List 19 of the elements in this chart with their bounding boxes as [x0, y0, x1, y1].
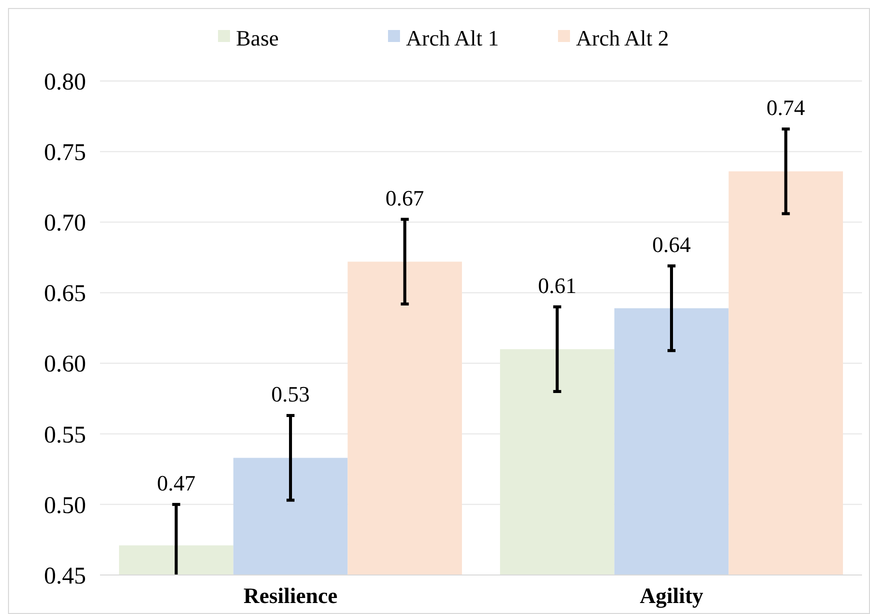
x-tick-label: Agility	[640, 583, 704, 608]
data-label: 0.53	[271, 382, 310, 407]
legend-label: Arch Alt 2	[576, 26, 669, 51]
data-label: 0.64	[652, 232, 691, 257]
y-tick-label: 0.65	[44, 281, 86, 308]
y-tick-label: 0.70	[44, 210, 86, 237]
y-tick-label: 0.80	[44, 69, 86, 96]
legend-label: Base	[236, 26, 279, 51]
data-label: 0.74	[766, 94, 806, 120]
x-tick-label: Resilience	[243, 583, 338, 608]
y-tick-label: 0.60	[44, 352, 86, 378]
data-label: 0.47	[156, 470, 196, 496]
data-label: 0.67	[386, 185, 424, 210]
y-tick-label: 0.45	[44, 563, 86, 590]
data-label: 0.61	[538, 272, 576, 298]
legend-label: Arch Alt 1	[406, 26, 499, 51]
y-tick-label: 0.50	[44, 492, 86, 519]
y-tick-label: 0.55	[44, 422, 86, 448]
y-tick-label: 0.75	[44, 140, 86, 166]
